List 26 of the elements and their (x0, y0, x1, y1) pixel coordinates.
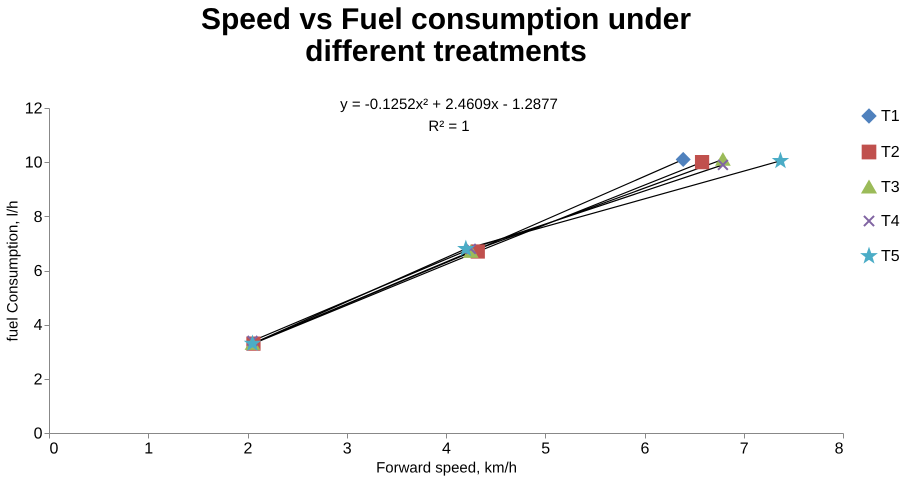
annotation: y = -0.1252x² + 2.4609x - 1.2877 (340, 96, 558, 113)
y-axis-title: fuel Consumption, l/h (4, 200, 22, 342)
x-tick-label: 8 (834, 440, 844, 458)
y-tick-label: 8 (34, 208, 43, 226)
x-axis-title: Forward speed, km/h (376, 460, 517, 476)
annotation: R² = 1 (428, 118, 470, 135)
y-tick-label: 6 (34, 263, 43, 280)
x-tick-label: 3 (342, 440, 352, 458)
legend-label: T3 (881, 179, 900, 196)
x-tick-label: 0 (50, 440, 58, 458)
x-tick-label: 1 (144, 440, 154, 458)
x-tick-label: 5 (541, 440, 550, 458)
legend-label: T1 (881, 108, 900, 125)
legend-label: T4 (881, 213, 900, 230)
y-tick-label: 4 (34, 317, 43, 334)
x-tick-label: 7 (740, 440, 749, 458)
y-tick-label: 2 (34, 371, 43, 388)
y-tick-label: 0 (34, 426, 43, 442)
legend-label: T5 (881, 248, 900, 265)
x-tick-label: 2 (244, 440, 253, 458)
legend-label: T2 (881, 144, 900, 161)
x-tick-label: 6 (640, 440, 650, 458)
y-tick-label: 10 (24, 154, 43, 172)
y-tick-label: 12 (24, 100, 43, 118)
x-tick-label: 4 (442, 440, 452, 458)
chart-title: Speed vs Fuel consumption under different treatments (200, 3, 692, 68)
